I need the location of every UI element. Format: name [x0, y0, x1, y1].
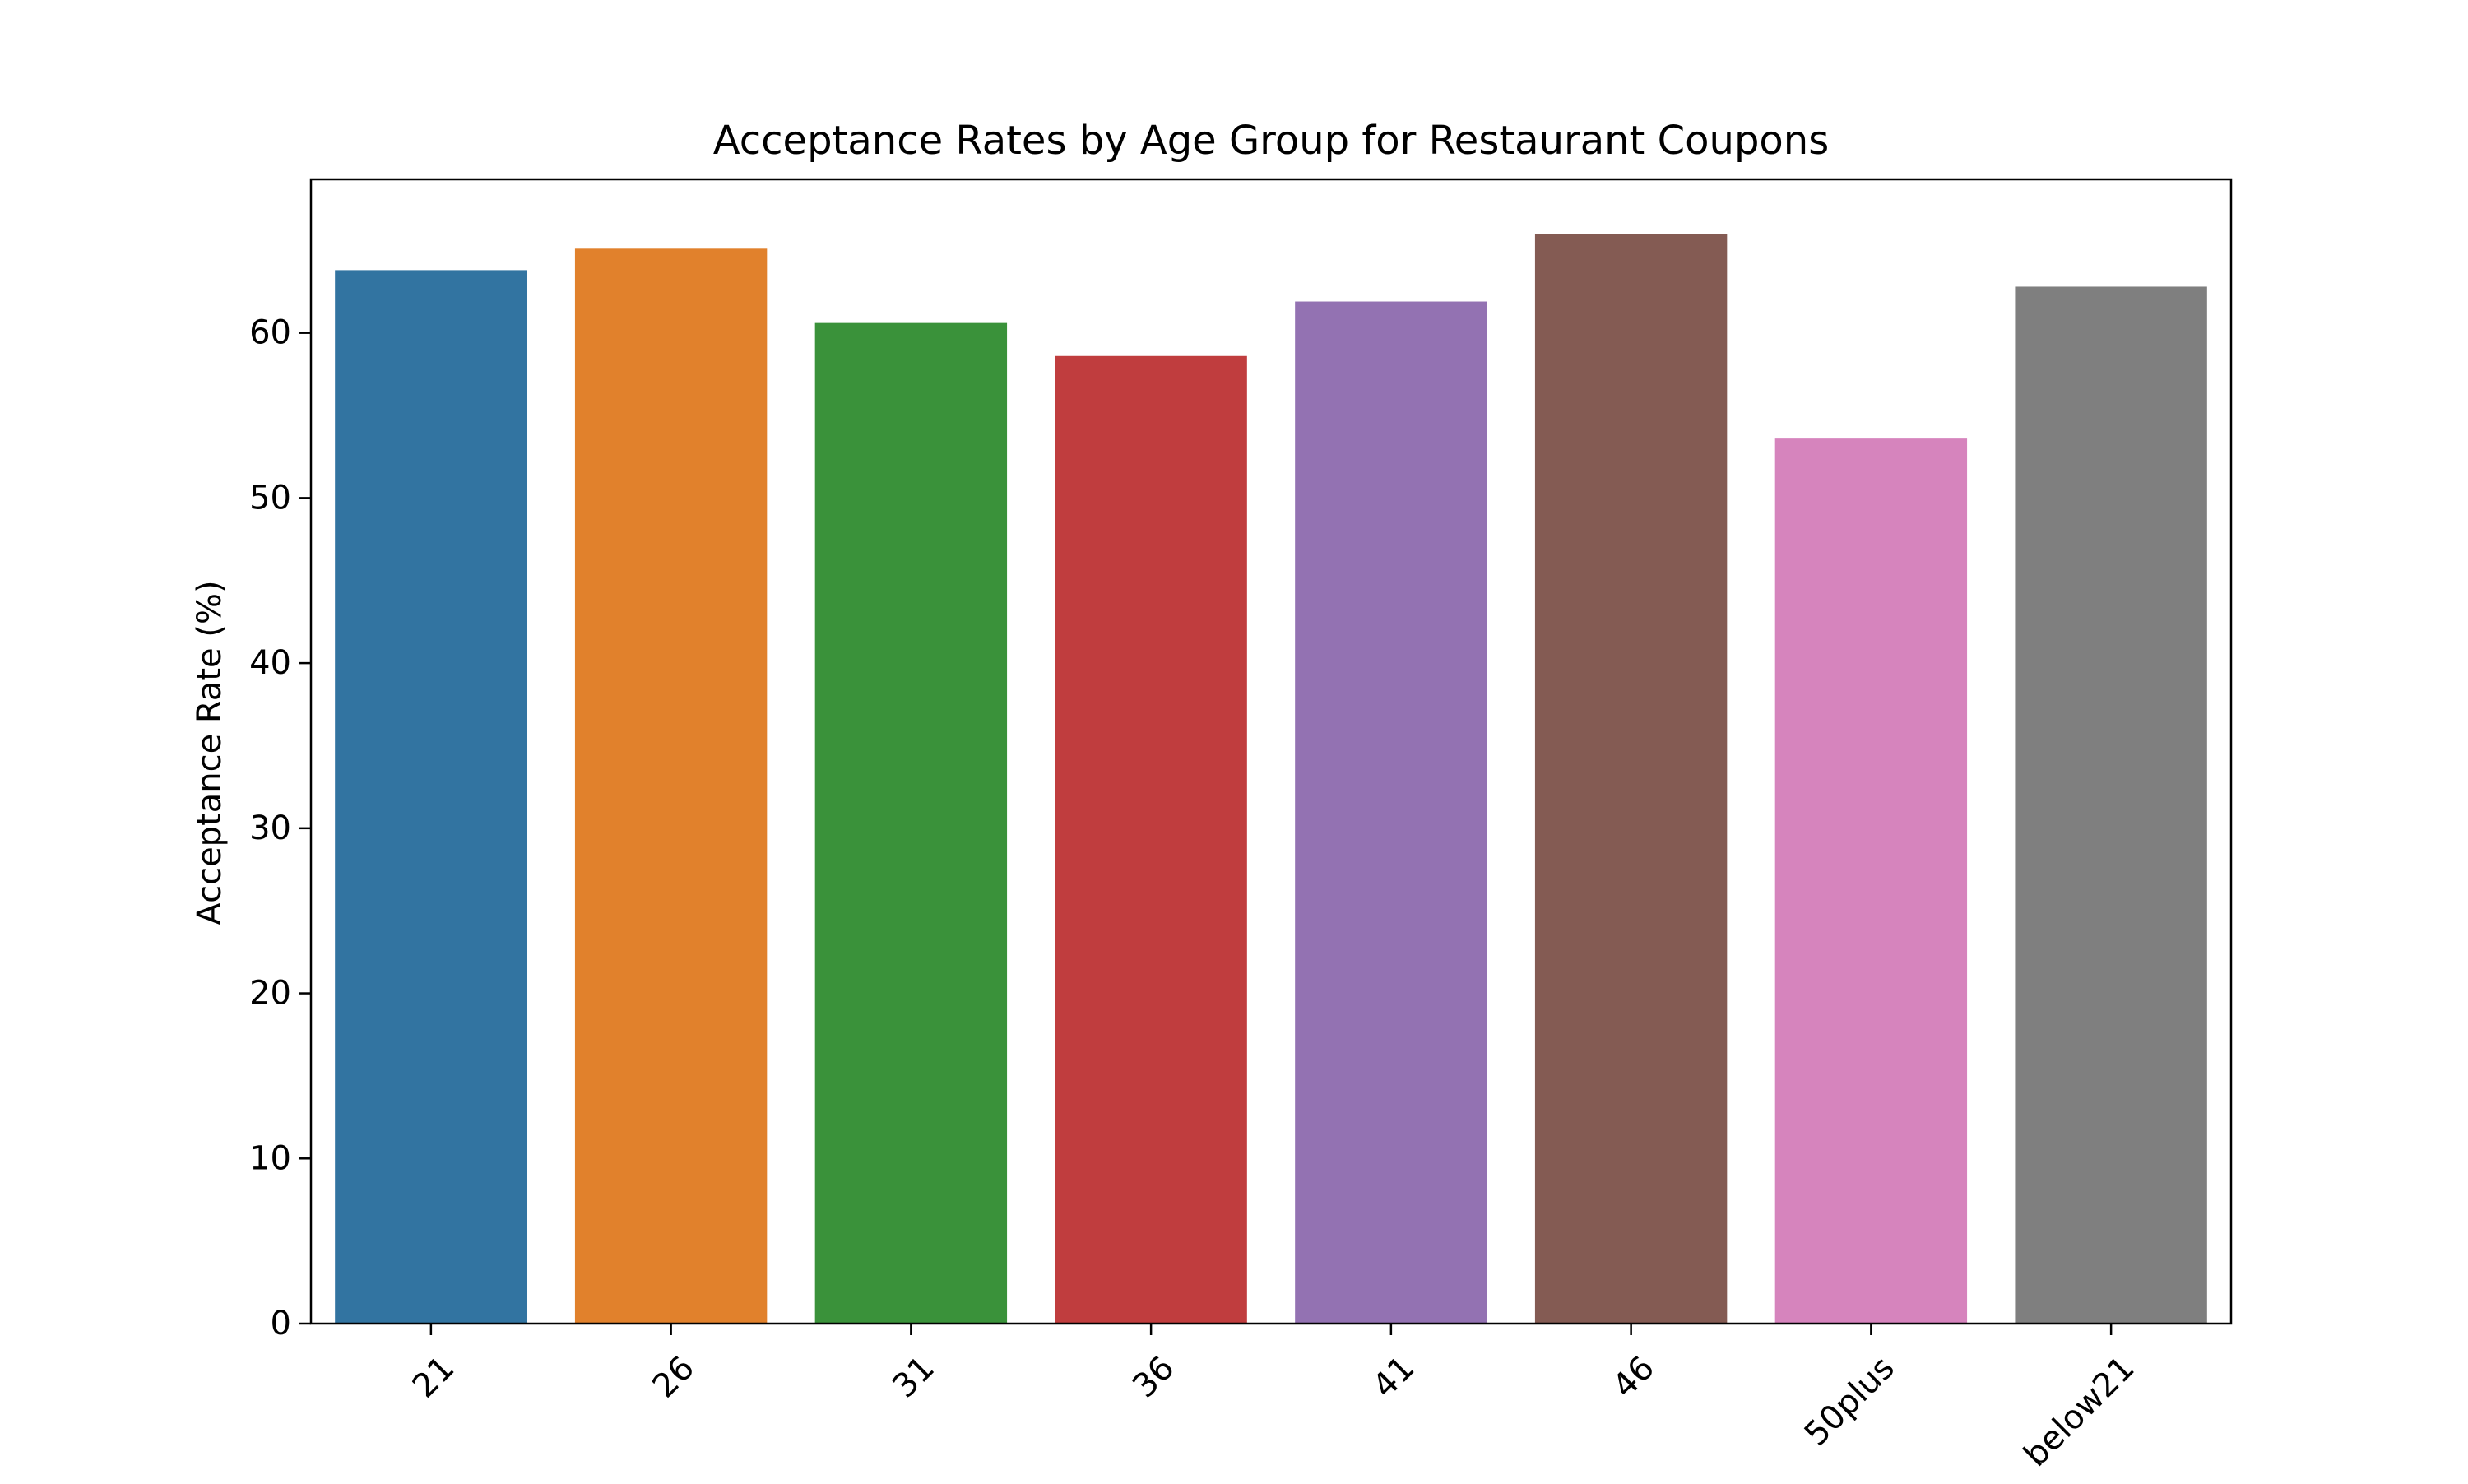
y-axis-ticks: 0 10 20 30 40 50 60 [249, 314, 311, 1343]
bar-26 [574, 248, 768, 1324]
y-tick-label: 20 [249, 975, 291, 1013]
y-tick-label: 50 [249, 479, 291, 517]
x-tick-label: 36 [1125, 1349, 1182, 1406]
x-tick-label: 46 [1606, 1349, 1663, 1406]
bar-21 [335, 270, 527, 1324]
x-tick-label: 31 [885, 1349, 942, 1406]
bar-41 [1295, 301, 1487, 1324]
chart-title: Acceptance Rates by Age Group for Restau… [713, 118, 1829, 164]
bar-31 [814, 322, 1008, 1324]
y-tick-label: 0 [271, 1305, 291, 1343]
plot-frame [309, 178, 2233, 1325]
y-tick-label: 10 [249, 1139, 291, 1177]
x-tick-label: 50plus [1798, 1349, 1902, 1454]
y-tick-label: 40 [249, 644, 291, 682]
x-tick-label: 26 [646, 1349, 703, 1406]
bar-below21 [2015, 286, 2207, 1324]
bar-50plus [1774, 438, 1968, 1324]
bar-36 [1055, 355, 1247, 1324]
bars-group [335, 234, 2207, 1324]
bar-46 [1534, 234, 1728, 1324]
x-tick-label: 41 [1366, 1349, 1422, 1406]
y-tick-label: 60 [249, 314, 291, 352]
y-tick-label: 30 [249, 809, 291, 847]
x-axis-ticks: 21 26 31 36 41 46 50plus below21 [406, 1324, 2142, 1474]
y-axis-label: Acceptance Rate (%) [191, 580, 229, 925]
x-tick-label: 21 [406, 1349, 462, 1406]
x-tick-label: below21 [2016, 1349, 2141, 1474]
